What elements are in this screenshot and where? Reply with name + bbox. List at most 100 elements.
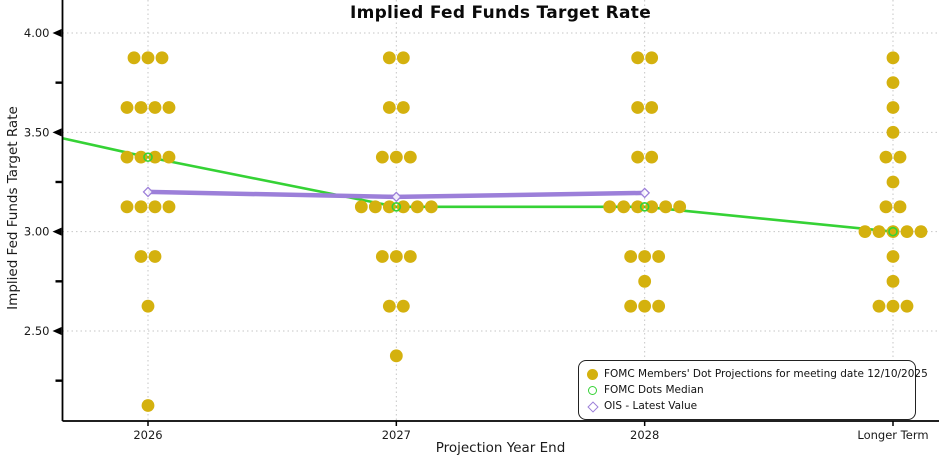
fomc-dot [375,150,389,164]
fomc-dot [368,200,382,214]
fomc-dot [886,250,900,263]
fomc-dot [396,51,410,65]
y-tick-label: 4.00 [24,26,50,40]
median-marker [391,202,402,212]
legend-label: FOMC Dots Median [604,384,704,396]
fomc-dot [382,299,396,313]
fomc-dot [624,299,638,313]
fomc-dot [134,200,148,214]
y-axis-title: Implied Fed Funds Target Rate [5,106,21,310]
fomc-dot [886,76,900,90]
fomc-dot [900,299,914,313]
fomc-dot [872,299,886,313]
x-axis-title: Projection Year End [435,440,566,456]
x-tick-label: Longer Term [857,428,928,442]
fomc-dot [886,125,900,139]
legend: FOMC Members' Dot Projections for meetin… [578,360,928,420]
fomc-dot [382,101,396,114]
fomc-dot [141,51,155,65]
fomc-dot [638,250,652,263]
y-tick-label: 3.50 [24,125,50,139]
fomc-dot [631,200,645,214]
fomc-dot [127,51,141,65]
fomc-dot [141,299,155,313]
fomc-dot [886,175,900,189]
fomc-dot [120,200,134,214]
y-tick-arrow [52,227,62,236]
fomc-dot [134,150,148,164]
fomc-dot [638,274,652,288]
fomc-dot [120,150,134,164]
fomc-dot [424,200,438,214]
fomc-dot [638,299,652,313]
fomc-dot [162,200,176,214]
fomc-dot [375,250,389,263]
fomc-dot [155,51,169,65]
fomc-dot [645,150,659,164]
y-tick-arrow [52,326,62,335]
fomc-dot [893,150,907,164]
y-tick-label: 3.00 [24,225,50,239]
fomc-dot [886,299,900,313]
fomc-dot [631,51,645,65]
x-tick-label: 2026 [133,428,162,442]
fomc-dot [410,200,424,214]
fomc-dot [617,200,631,214]
fomc-dot [396,101,410,114]
fomc-dot [354,200,368,214]
ois-marker [639,187,651,199]
fomc-dot [914,225,928,239]
fomc-dot [879,200,893,214]
legend-label: OIS - Latest Value [604,400,698,412]
open-circle-icon [586,384,599,397]
fomc-dot [652,250,666,263]
fomc-dot [886,51,900,65]
fomc-dot [148,150,162,164]
fomc-dot [148,250,162,263]
legend-item-dot-projections: FOMC Members' Dot Projections for meetin… [586,366,928,382]
fomc-dot [603,200,617,214]
fomc-dot [396,299,410,313]
fomc-dot [652,299,666,313]
fomc-dot [162,101,176,114]
y-tick-arrow [52,28,62,37]
fomc-dot [624,250,638,263]
x-tick-label: 2027 [382,428,411,442]
y-tick-arrow [52,128,62,137]
fomc-dot [148,101,162,114]
fomc-dot [403,250,417,263]
fomc-dot [645,101,659,114]
fomc-dot [893,200,907,214]
legend-item-ois: OIS - Latest Value [586,398,907,414]
fomc-dot [886,101,900,114]
median-line [62,137,894,233]
fomc-dot [403,150,417,164]
fomc-dot [886,274,900,288]
y-tick-label: 2.50 [24,324,50,338]
chart-title: Implied Fed Funds Target Rate [349,3,652,23]
fomc-dot [382,51,396,65]
median-marker [143,152,153,162]
fomc-dot [162,150,176,164]
x-tick-label: 2028 [630,428,659,442]
legend-label: FOMC Members' Dot Projections for meetin… [604,368,928,380]
fomc-dot [396,200,410,214]
fomc-dot [900,225,914,239]
filled-circle-icon [586,368,599,381]
median-marker [639,202,650,212]
fomc-dot [134,250,148,263]
fomc-dot [631,150,645,164]
fomc-dot [389,349,403,363]
fomc-dot [673,200,687,214]
fomc-dot [120,101,134,114]
fomc-dot [141,399,155,412]
fomc-dot [879,150,893,164]
fomc-dot [659,200,673,214]
fomc-dot [134,101,148,114]
fomc-dot [645,200,659,214]
fomc-dot [389,150,403,164]
fomc-dot [389,250,403,263]
fomc-dot [148,200,162,214]
